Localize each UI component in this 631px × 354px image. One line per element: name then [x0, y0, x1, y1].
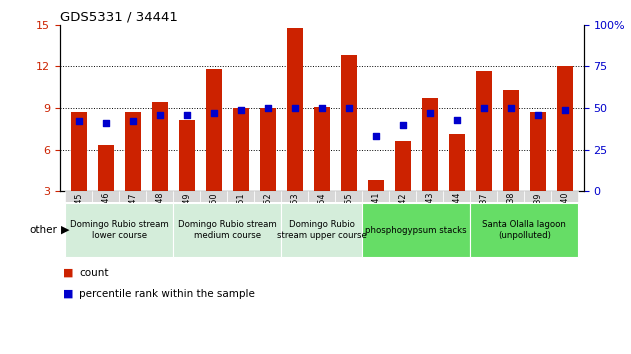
Text: GDS5331 / 34441: GDS5331 / 34441 — [60, 11, 178, 24]
FancyBboxPatch shape — [309, 191, 335, 202]
FancyBboxPatch shape — [119, 191, 146, 202]
FancyBboxPatch shape — [66, 203, 174, 257]
Bar — [449, 134, 465, 191]
Point — [533, 112, 543, 118]
Point — [371, 133, 381, 139]
Text: ■: ■ — [63, 289, 74, 299]
Text: GSM832455: GSM832455 — [345, 192, 353, 241]
FancyBboxPatch shape — [281, 191, 309, 202]
Point — [101, 120, 111, 126]
Text: GSM832450: GSM832450 — [209, 192, 218, 240]
FancyBboxPatch shape — [362, 203, 470, 257]
Bar — [368, 180, 384, 191]
FancyBboxPatch shape — [389, 191, 416, 202]
Bar — [557, 67, 573, 191]
FancyBboxPatch shape — [254, 191, 281, 202]
Point — [262, 105, 273, 111]
Text: Domingo Rubio
stream upper course: Domingo Rubio stream upper course — [277, 220, 367, 240]
Text: percentile rank within the sample: percentile rank within the sample — [79, 289, 255, 299]
Text: GSM832443: GSM832443 — [425, 192, 434, 240]
Point — [290, 105, 300, 111]
Bar — [476, 70, 492, 191]
Point — [344, 105, 354, 111]
Point — [74, 119, 84, 124]
Bar — [422, 98, 438, 191]
Text: GSM832437: GSM832437 — [480, 192, 488, 240]
FancyBboxPatch shape — [497, 191, 524, 202]
FancyBboxPatch shape — [362, 191, 389, 202]
Bar — [286, 28, 303, 191]
Text: GSM832445: GSM832445 — [74, 192, 83, 240]
FancyBboxPatch shape — [335, 191, 362, 202]
FancyBboxPatch shape — [551, 191, 578, 202]
Text: Domingo Rubio stream
medium course: Domingo Rubio stream medium course — [178, 220, 277, 240]
FancyBboxPatch shape — [470, 203, 578, 257]
Text: count: count — [79, 268, 109, 278]
Bar — [395, 141, 411, 191]
Bar — [206, 69, 222, 191]
Bar — [314, 107, 330, 191]
Bar — [529, 112, 546, 191]
Bar — [179, 120, 195, 191]
FancyBboxPatch shape — [524, 191, 551, 202]
FancyBboxPatch shape — [227, 191, 254, 202]
Text: GSM832453: GSM832453 — [290, 192, 299, 240]
Point — [425, 110, 435, 116]
Text: GSM832440: GSM832440 — [560, 192, 569, 240]
Text: Domingo Rubio stream
lower course: Domingo Rubio stream lower course — [70, 220, 168, 240]
Point — [560, 107, 570, 113]
Point — [236, 107, 246, 113]
FancyBboxPatch shape — [444, 191, 470, 202]
Bar — [71, 112, 87, 191]
Text: Santa Olalla lagoon
(unpolluted): Santa Olalla lagoon (unpolluted) — [482, 220, 566, 240]
Text: GSM832439: GSM832439 — [533, 192, 542, 240]
Point — [505, 105, 516, 111]
FancyBboxPatch shape — [200, 191, 227, 202]
Bar — [260, 108, 276, 191]
Text: phosphogypsum stacks: phosphogypsum stacks — [365, 225, 467, 235]
Text: GSM832451: GSM832451 — [237, 192, 245, 240]
Bar — [503, 90, 519, 191]
Text: GSM832441: GSM832441 — [371, 192, 380, 240]
Text: GSM832438: GSM832438 — [506, 192, 516, 240]
Text: other: other — [29, 225, 57, 235]
Text: GSM832444: GSM832444 — [452, 192, 461, 240]
Point — [398, 122, 408, 127]
Point — [128, 119, 138, 124]
Bar — [125, 112, 141, 191]
Text: GSM832449: GSM832449 — [182, 192, 191, 240]
FancyBboxPatch shape — [281, 203, 362, 257]
Point — [317, 105, 327, 111]
Point — [452, 117, 462, 122]
Text: GSM832447: GSM832447 — [128, 192, 138, 240]
Text: GSM832448: GSM832448 — [155, 192, 164, 240]
FancyBboxPatch shape — [146, 191, 174, 202]
Bar — [98, 145, 114, 191]
FancyBboxPatch shape — [416, 191, 444, 202]
Bar — [151, 102, 168, 191]
Point — [209, 110, 219, 116]
Text: GSM832454: GSM832454 — [317, 192, 326, 240]
FancyBboxPatch shape — [174, 203, 281, 257]
FancyBboxPatch shape — [174, 191, 200, 202]
FancyBboxPatch shape — [92, 191, 119, 202]
Bar — [341, 55, 357, 191]
Text: GSM832442: GSM832442 — [398, 192, 407, 240]
Point — [479, 105, 489, 111]
Bar — [233, 108, 249, 191]
Text: ▶: ▶ — [61, 225, 69, 235]
Text: GSM832452: GSM832452 — [263, 192, 273, 241]
Point — [182, 112, 192, 118]
Text: ■: ■ — [63, 268, 74, 278]
FancyBboxPatch shape — [470, 191, 497, 202]
Text: GSM832446: GSM832446 — [102, 192, 110, 240]
Point — [155, 112, 165, 118]
FancyBboxPatch shape — [66, 191, 92, 202]
